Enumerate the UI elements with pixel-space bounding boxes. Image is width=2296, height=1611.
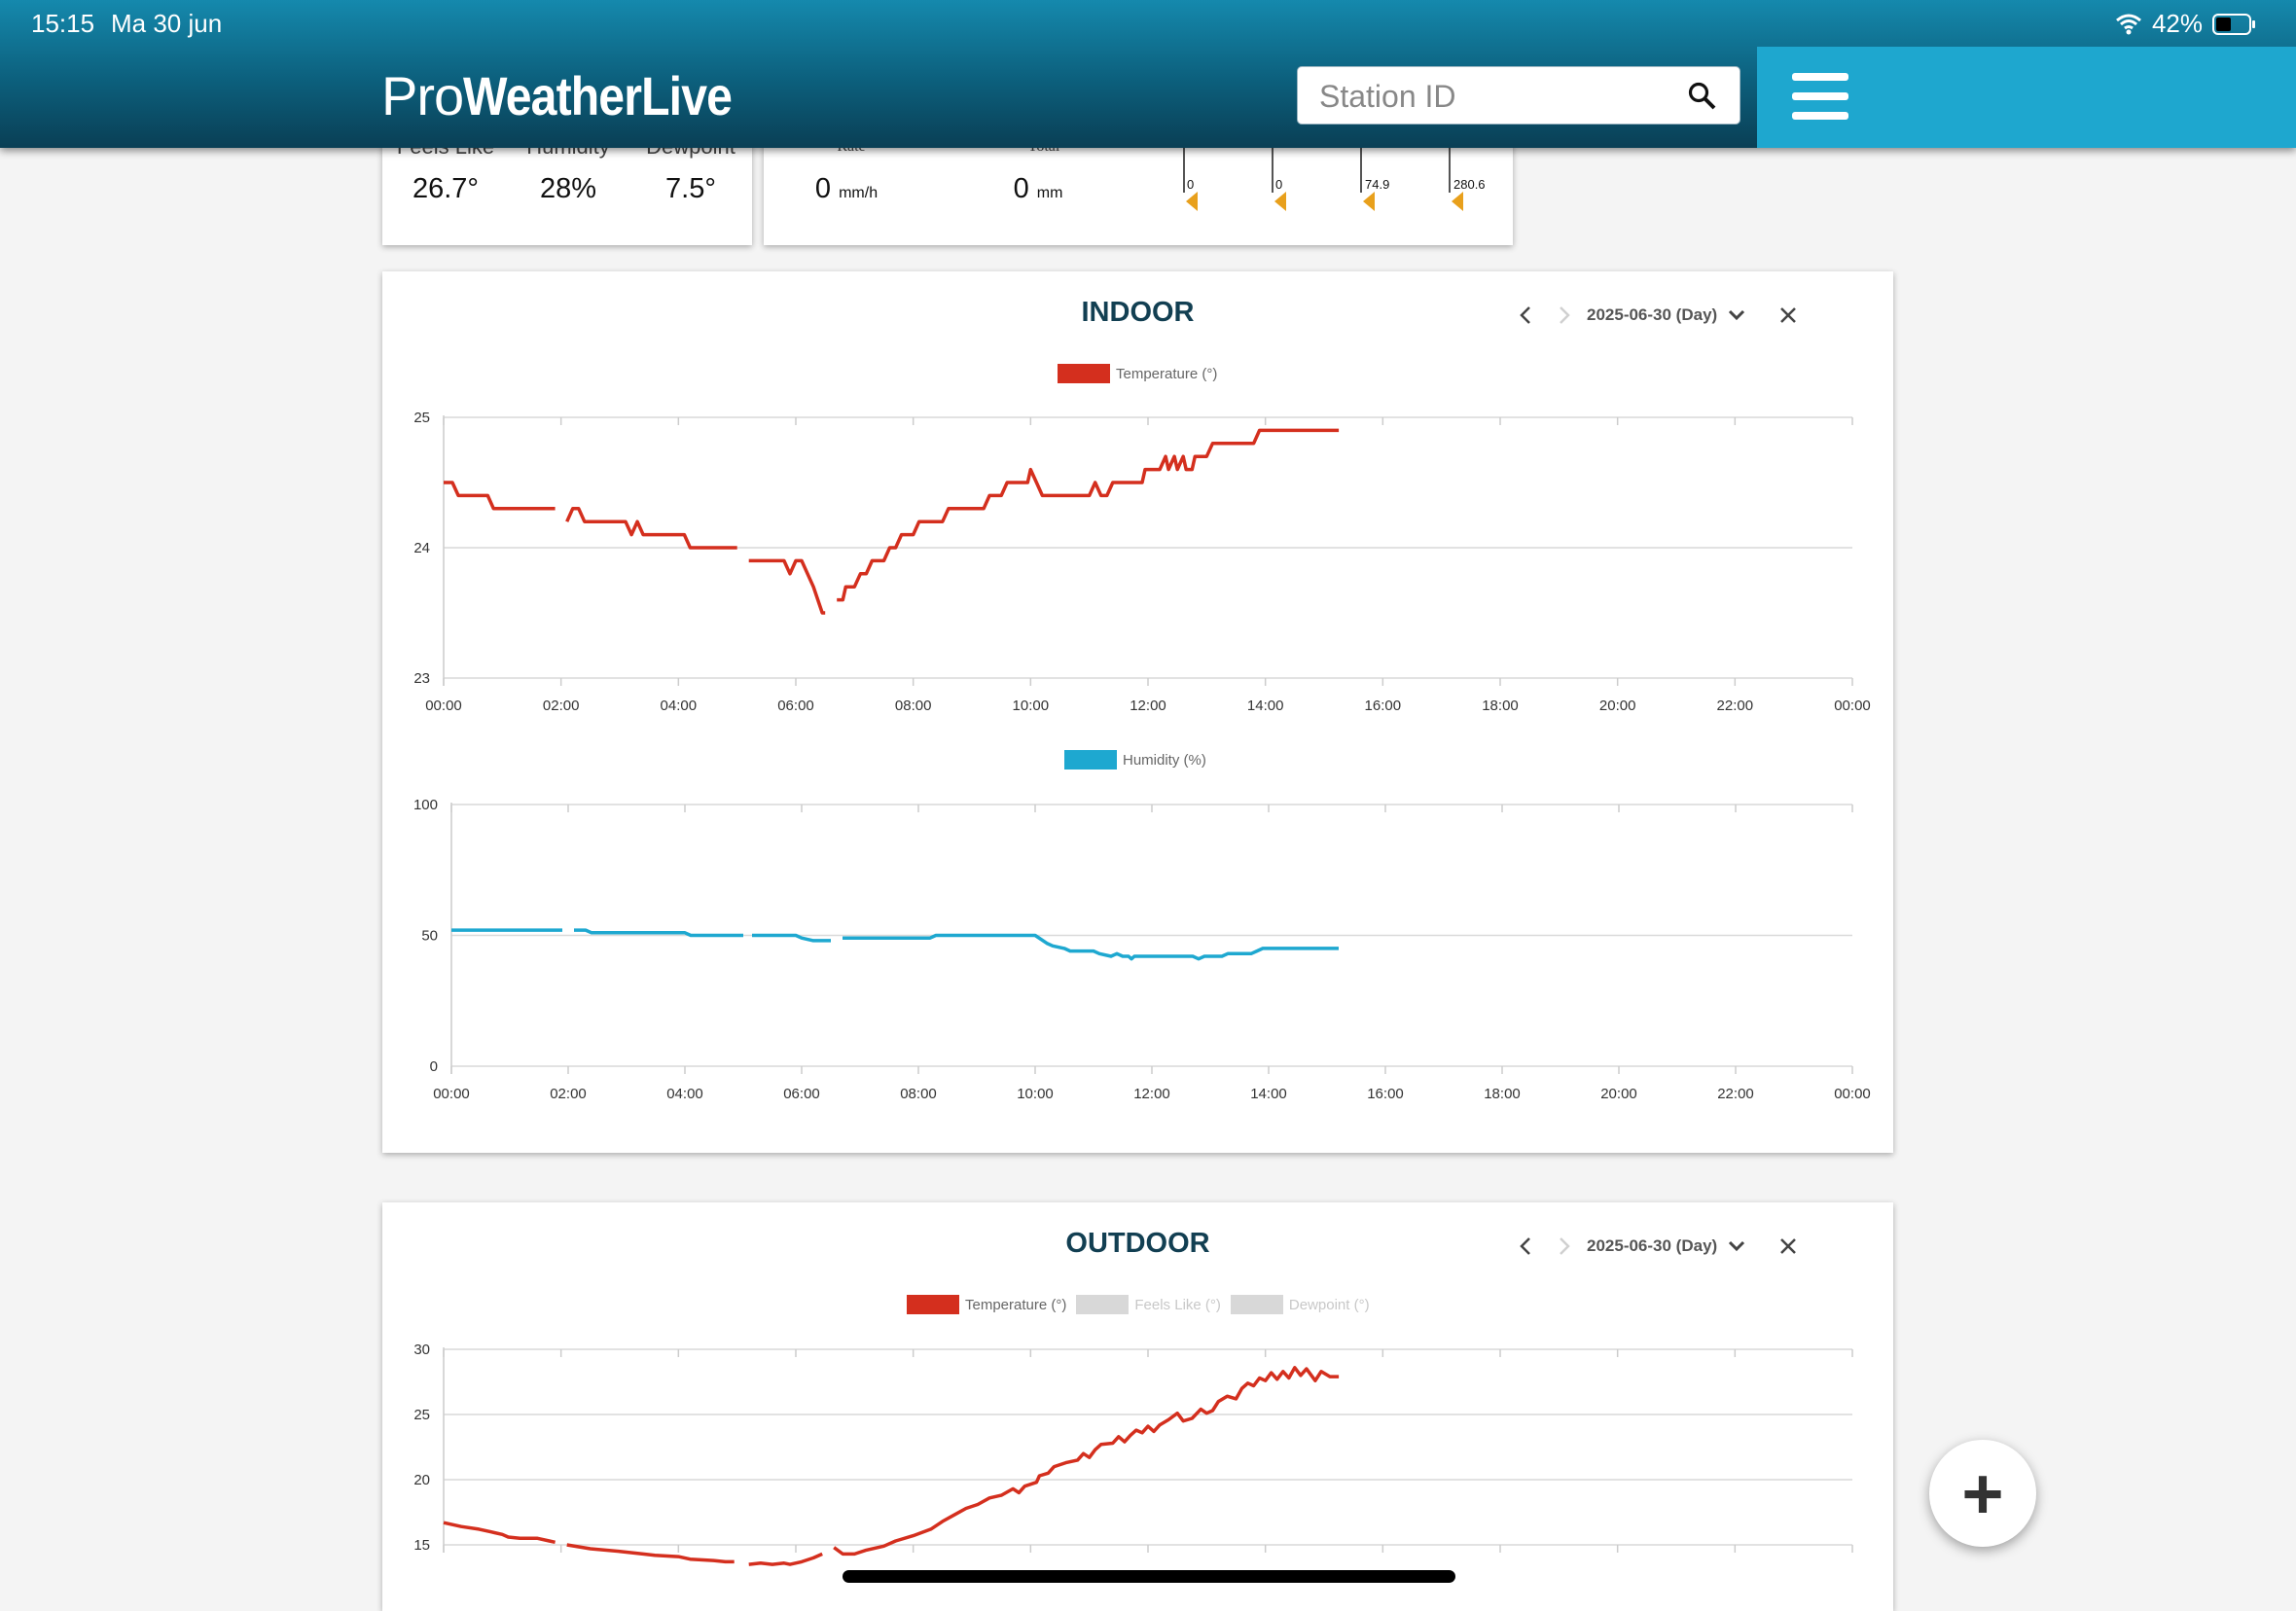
dewpoint-value: 7.5° [665, 173, 716, 204]
battery-percent: 42% [2151, 9, 2203, 38]
y-tick-label: 20 [413, 1472, 430, 1488]
indoor-hum-legend[interactable]: Humidity (%) [1064, 750, 1206, 770]
plus-icon: + [1961, 1452, 2004, 1534]
indoor-temp-legend[interactable]: Temperature (°) [1058, 364, 1217, 383]
humidity-value: 28% [539, 173, 597, 204]
series-line [833, 1366, 1340, 1557]
x-tick-label: 00:00 [1834, 1086, 1871, 1102]
y-tick-label: 25 [413, 410, 430, 426]
indoor-title: INDOOR [1081, 297, 1195, 328]
home-indicator[interactable] [843, 1570, 1455, 1583]
x-tick-label: 16:00 [1365, 698, 1402, 714]
rain-total-value: 0 mm [1013, 173, 1063, 204]
y-tick-label: 100 [413, 797, 438, 813]
x-tick-label: 18:00 [1482, 698, 1519, 714]
status-date: Ma 30 jun [111, 9, 223, 38]
close-icon[interactable] [1774, 1232, 1803, 1261]
outdoor-temperature-chart: 15 20 25 30 [413, 1342, 1853, 1566]
series-line [837, 428, 1340, 602]
status-bar: 15:15 Ma 30 jun 42% [0, 0, 2296, 49]
series-line [566, 1543, 735, 1564]
series-line [565, 507, 737, 550]
x-tick-label: 14:00 [1250, 1086, 1287, 1102]
battery-icon [2212, 13, 2255, 35]
outdoor-title: OUTDOOR [1065, 1228, 1210, 1259]
x-tick-label: 00:00 [1834, 698, 1871, 714]
legend-item-temperature[interactable]: Temperature (°) [907, 1295, 1066, 1314]
x-tick-label: 16:00 [1367, 1086, 1404, 1102]
menu-button[interactable] [1757, 47, 2296, 148]
x-tick-label: 20:00 [1599, 698, 1636, 714]
y-tick-label: 25 [413, 1407, 430, 1423]
outdoor-legend: Temperature (°) Feels Like (°) Dewpoint … [907, 1295, 1380, 1314]
x-tick-label: 22:00 [1717, 1086, 1754, 1102]
hamburger-menu-icon [1792, 73, 1848, 120]
indoor-card: INDOOR 2025-06-30 (Day) Temperature (°) … [382, 271, 1893, 1153]
chevron-right-icon [1560, 1237, 1570, 1255]
feels-like-value: 26.7° [412, 173, 480, 204]
y-tick-label: 50 [421, 928, 438, 945]
x-tick-label: 00:00 [425, 698, 462, 714]
y-tick-label: 24 [413, 540, 430, 556]
legend-item-feels-like[interactable]: Feels Like (°) [1076, 1295, 1221, 1314]
x-tick-label: 10:00 [1017, 1086, 1054, 1102]
close-icon[interactable] [1774, 301, 1803, 330]
series-line [843, 933, 1339, 961]
legend-label: Temperature (°) [1116, 365, 1218, 382]
x-tick-label: 08:00 [895, 698, 932, 714]
app-logo[interactable]: ProWeatherLive [381, 65, 733, 126]
chevron-down-icon[interactable] [1725, 304, 1748, 327]
wifi-icon [2115, 14, 2141, 34]
rain-rate-value: 0 mm/h [814, 173, 879, 204]
chevron-down-icon[interactable] [1725, 1235, 1748, 1258]
x-tick-label: 00:00 [433, 1086, 470, 1102]
x-tick-label: 20:00 [1600, 1086, 1637, 1102]
x-tick-label: 10:00 [1013, 698, 1050, 714]
x-tick-label: 12:00 [1133, 1086, 1170, 1102]
indoor-date-select[interactable]: 2025-06-30 (Day) [1587, 305, 1718, 324]
indoor-humidity-chart: 0 50 100 00:00 02:00 04:00 06:00 08:00 10:00 12:0… [413, 797, 1871, 1102]
legend-swatch [1058, 364, 1110, 383]
app-header: ProWeatherLive [0, 0, 2296, 148]
y-tick-label: 23 [413, 670, 430, 687]
series-line [574, 928, 743, 938]
y-tick-label: 0 [430, 1058, 438, 1075]
legend-label: Humidity (%) [1123, 751, 1206, 769]
series-line [752, 933, 831, 943]
chevron-right-icon [1560, 306, 1570, 324]
x-tick-label: 18:00 [1484, 1086, 1521, 1102]
x-tick-label: 02:00 [543, 698, 580, 714]
x-tick-label: 14:00 [1247, 698, 1284, 714]
status-indicators: 42% [2115, 9, 2257, 39]
y-tick-label: 30 [413, 1342, 430, 1358]
x-tick-label: 12:00 [1130, 698, 1166, 714]
x-tick-label: 04:00 [666, 1086, 703, 1102]
search-icon[interactable] [1687, 81, 1718, 112]
add-button[interactable]: + [1929, 1440, 2036, 1547]
chevron-left-icon[interactable] [1511, 301, 1540, 330]
outdoor-date-nav: 2025-06-30 (Day) [1511, 1232, 1803, 1261]
series-line [748, 558, 826, 615]
x-tick-label: 06:00 [777, 698, 814, 714]
station-id-input[interactable] [1317, 77, 1671, 116]
y-tick-label: 15 [413, 1537, 430, 1554]
chevron-left-icon[interactable] [1511, 1232, 1540, 1261]
series-line [444, 481, 556, 511]
legend-item-dewpoint[interactable]: Dewpoint (°) [1230, 1295, 1370, 1314]
x-tick-label: 06:00 [783, 1086, 820, 1102]
x-tick-label: 08:00 [900, 1086, 937, 1102]
legend-swatch [1064, 750, 1117, 770]
outdoor-card: OUTDOOR 2025-06-30 (Day) Temperature (°)… [382, 1202, 1893, 1611]
outdoor-date-select[interactable]: 2025-06-30 (Day) [1587, 1236, 1718, 1255]
x-tick-label: 22:00 [1717, 698, 1754, 714]
indoor-date-nav: 2025-06-30 (Day) [1511, 301, 1803, 330]
status-time: 15:15 [31, 9, 95, 38]
station-search [1297, 66, 1740, 125]
x-tick-label: 04:00 [661, 698, 698, 714]
indoor-temperature-chart: 23 24 25 00:00 02:00 04:00 06:00 08:00 10:00 12:0… [413, 410, 1871, 714]
x-tick-label: 02:00 [550, 1086, 587, 1102]
series-line [748, 1552, 823, 1566]
series-line [443, 1521, 556, 1545]
